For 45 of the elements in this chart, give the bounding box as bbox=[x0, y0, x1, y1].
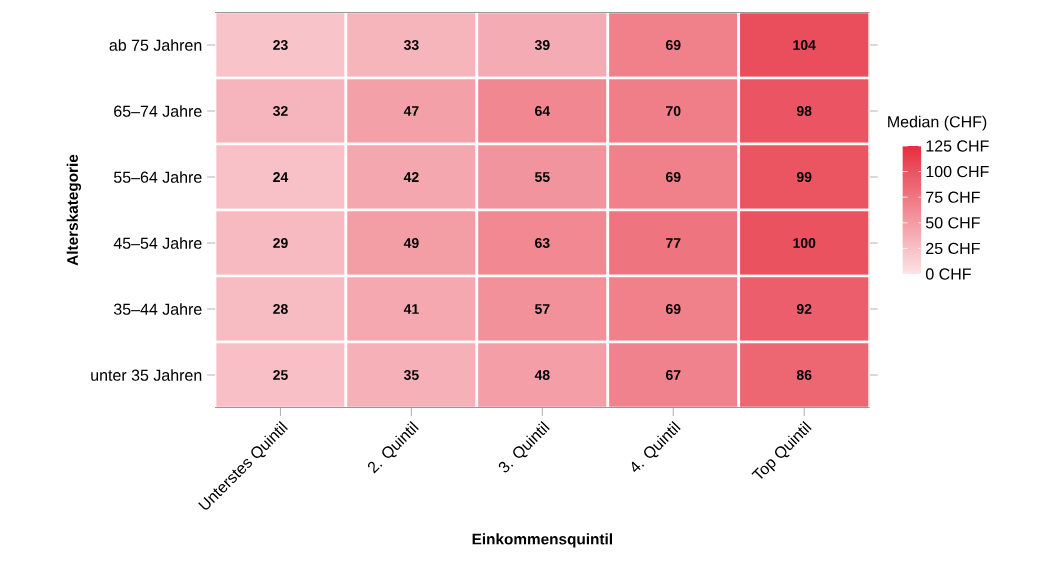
data-label: 69 bbox=[665, 172, 681, 182]
color-bar-label: 50 CHF bbox=[925, 217, 980, 229]
data-label: 99 bbox=[796, 172, 812, 182]
y-tick-label: ab 75 Jahren bbox=[109, 39, 202, 51]
y-tick-label: unter 35 Jahren bbox=[91, 369, 202, 381]
data-label: 86 bbox=[796, 370, 812, 380]
data-label: 92 bbox=[796, 304, 812, 314]
x-axis-title: Einkommensquintil bbox=[472, 533, 612, 548]
data-label: 25 bbox=[273, 370, 288, 380]
color-bar-label: 100 CHF bbox=[926, 165, 989, 178]
data-label: 32 bbox=[273, 106, 288, 116]
data-label: 41 bbox=[403, 304, 419, 314]
data-label: 69 bbox=[665, 40, 681, 50]
data-label: 23 bbox=[273, 40, 288, 50]
data-label: 35 bbox=[403, 370, 419, 380]
y-tick-label: 45–54 Jahre bbox=[113, 237, 202, 249]
data-label: 49 bbox=[403, 238, 419, 248]
data-label: 98 bbox=[796, 106, 812, 116]
y-axis-title: Alterskategorie bbox=[66, 154, 82, 266]
data-label: 48 bbox=[534, 370, 550, 380]
data-label: 77 bbox=[666, 238, 681, 248]
y-tick-label: 55–64 Jahre bbox=[113, 171, 202, 183]
data-label: 100 bbox=[793, 238, 816, 248]
data-label: 104 bbox=[793, 40, 816, 50]
color-bar-label: 75 CHF bbox=[926, 191, 980, 203]
y-tick-label: 35–44 Jahre bbox=[113, 303, 202, 315]
color-bar-label: 25 CHF bbox=[926, 242, 980, 255]
data-label: 42 bbox=[403, 172, 419, 182]
color-bar-label: 0 CHF bbox=[925, 268, 971, 280]
data-label: 64 bbox=[535, 106, 551, 116]
data-label: 63 bbox=[535, 238, 550, 248]
data-label: 57 bbox=[534, 304, 550, 314]
data-label: 70 bbox=[666, 106, 681, 116]
data-label: 24 bbox=[273, 172, 289, 182]
y-tick-label: 65–74 Jahre bbox=[114, 105, 202, 117]
data-label: 47 bbox=[403, 106, 419, 116]
data-label: 33 bbox=[403, 40, 419, 50]
data-label: 28 bbox=[273, 304, 288, 314]
data-label: 39 bbox=[534, 40, 550, 50]
data-label: 67 bbox=[665, 370, 681, 380]
data-label: 69 bbox=[665, 304, 681, 314]
color-bar-label: 125 CHF bbox=[926, 140, 989, 152]
data-label: 29 bbox=[273, 238, 288, 248]
data-label: 55 bbox=[534, 172, 550, 182]
color-bar-title: Median (CHF) bbox=[888, 115, 987, 131]
